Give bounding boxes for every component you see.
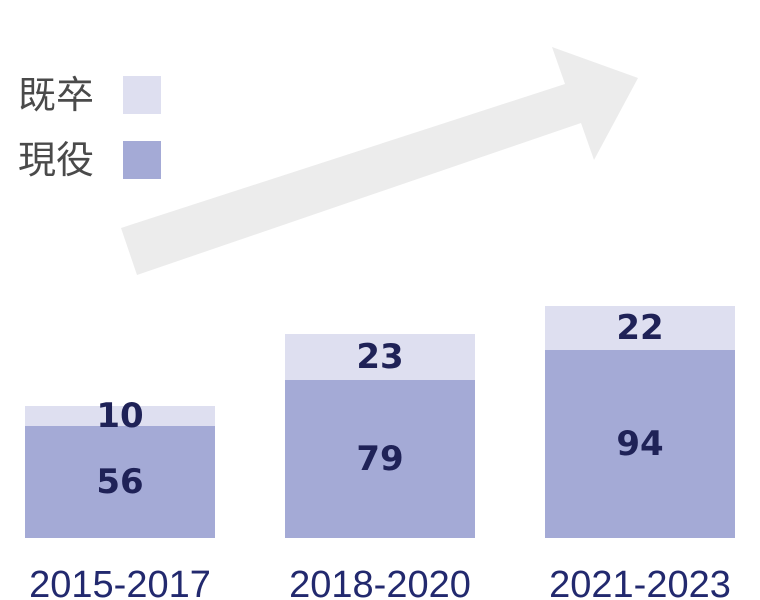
legend-swatch-0: [123, 76, 161, 114]
category-label-2015-2017: 2015-2017: [29, 564, 211, 600]
value-label-genneki-2018-2020: 79: [356, 439, 403, 479]
bar-genneki-2015-2017: [25, 426, 215, 538]
bar-kisotsu-2015-2017: [25, 406, 215, 426]
value-label-kisotsu-2018-2020: 23: [356, 337, 403, 377]
legend-label-1: 現役: [18, 138, 94, 182]
bar-genneki-2021-2023: [545, 350, 735, 538]
trend-arrow-icon: [121, 47, 638, 275]
bars: [25, 306, 735, 538]
value-label-genneki-2015-2017: 56: [96, 462, 143, 502]
value-label-kisotsu-2015-2017: 10: [96, 396, 143, 436]
category-label-2018-2020: 2018-2020: [289, 564, 471, 600]
value-label-kisotsu-2021-2023: 22: [616, 308, 663, 348]
bar-kisotsu-2021-2023: [545, 306, 735, 350]
value-label-genneki-2021-2023: 94: [616, 424, 663, 464]
bar-kisotsu-2018-2020: [285, 334, 475, 380]
legend-label-0: 既卒: [18, 73, 94, 117]
value-labels: 56 10 79 23 94 22: [96, 308, 663, 502]
bar-genneki-2018-2020: [285, 380, 475, 538]
legend-swatch-1: [123, 141, 161, 179]
category-labels: 2015-2017 2018-2020 2021-2023: [29, 564, 731, 600]
category-label-2021-2023: 2021-2023: [549, 564, 731, 600]
